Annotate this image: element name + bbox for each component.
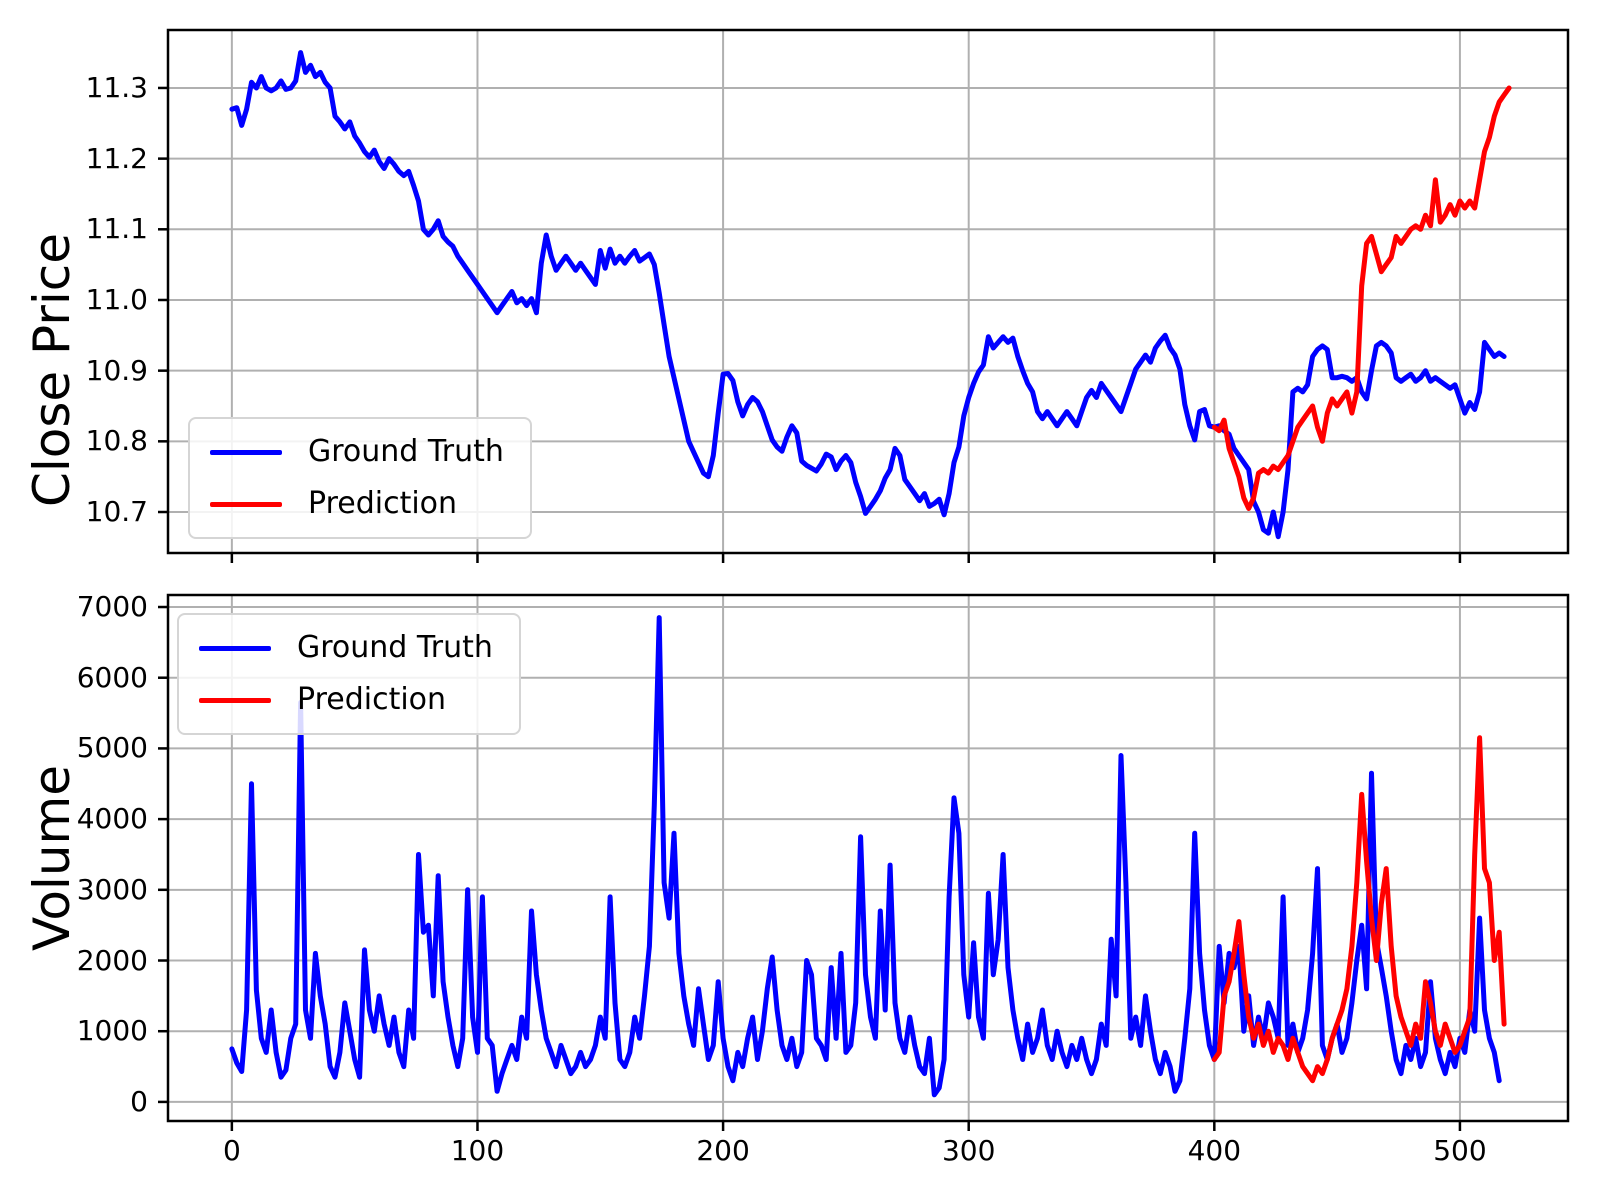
prediction-line-swatch — [210, 501, 282, 507]
y-tick-label: 11.1 — [85, 212, 148, 246]
plot-canvas — [158, 28, 1570, 563]
ground-truth-line-swatch — [210, 449, 282, 455]
y-tick-label: 2000 — [76, 943, 148, 977]
legend-entry-prediction: Prediction — [199, 679, 493, 721]
y-tick-label: 0 — [130, 1084, 148, 1118]
x-tick-label: 500 — [1433, 1134, 1487, 1167]
y-tick-label: 10.8 — [85, 424, 148, 458]
legend-label-prediction: Prediction — [297, 682, 447, 717]
volume-chart: Volume 0 1000 2000 3000 4000 5000 6000 7000 Gro… — [0, 590, 1600, 1165]
y-tick-label: 5000 — [76, 731, 148, 765]
x-axis-tick-labels: 0 100 200 300 400 500 — [168, 1137, 1568, 1177]
y-tick-label: 11.3 — [85, 70, 148, 104]
volume-plot-area: Ground Truth Prediction — [158, 593, 1570, 1131]
legend-label-ground-truth: Ground Truth — [308, 434, 504, 469]
legend-entry-prediction: Prediction — [210, 483, 504, 525]
x-tick-label: 200 — [696, 1134, 750, 1167]
close-price-legend: Ground Truth Prediction — [188, 417, 532, 539]
x-tick-label: 400 — [1187, 1134, 1242, 1167]
y-tick-label: 1000 — [76, 1014, 148, 1048]
y-tick-label: 11.2 — [85, 141, 148, 175]
prediction-line-swatch — [199, 697, 271, 703]
y-tick-label: 6000 — [76, 660, 148, 694]
y-tick-label: 4000 — [76, 802, 148, 836]
y-tick-label: 10.7 — [85, 495, 148, 528]
legend-label-ground-truth: Ground Truth — [297, 630, 493, 665]
close-price-plot-area: Ground Truth Prediction — [158, 28, 1570, 563]
legend-entry-ground-truth: Ground Truth — [199, 627, 493, 669]
volume-ytick-labels: 0 1000 2000 3000 4000 5000 6000 7000 — [0, 590, 148, 1121]
x-tick-label: 0 — [222, 1134, 241, 1167]
legend-label-prediction: Prediction — [308, 486, 458, 521]
y-tick-label: 11.0 — [85, 282, 148, 316]
y-tick-label: 10.9 — [85, 353, 148, 387]
y-tick-label: 7000 — [76, 590, 148, 624]
close-price-ytick-labels: 10.7 10.8 10.9 11.0 11.1 11.2 11.3 — [0, 30, 148, 553]
volume-legend: Ground Truth Prediction — [177, 613, 521, 735]
y-tick-label: 3000 — [76, 872, 148, 906]
x-tick-label: 300 — [941, 1134, 996, 1167]
close-price-chart: Close Price 10.7 10.8 10.9 11.0 11.1 11.2 11.3… — [0, 28, 1600, 563]
ground-truth-line-swatch — [199, 645, 271, 651]
legend-entry-ground-truth: Ground Truth — [210, 431, 504, 473]
x-tick-label: 100 — [450, 1134, 505, 1167]
